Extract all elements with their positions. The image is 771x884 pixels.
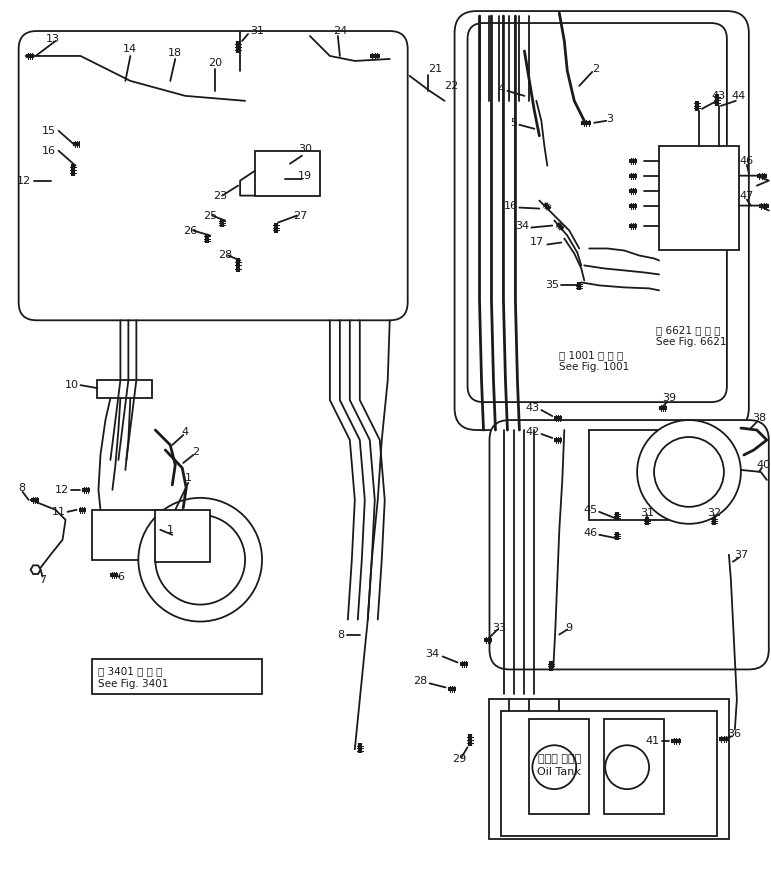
Text: 22: 22 <box>445 80 459 91</box>
Text: 23: 23 <box>213 191 227 201</box>
Text: See Fig. 6621: See Fig. 6621 <box>656 338 726 347</box>
Text: 27: 27 <box>293 210 307 221</box>
Text: 9: 9 <box>566 622 573 633</box>
Bar <box>255 150 320 195</box>
Text: 28: 28 <box>218 250 232 261</box>
Bar <box>93 510 172 560</box>
Bar <box>659 146 739 250</box>
Bar <box>93 659 262 694</box>
Text: 13: 13 <box>45 34 59 44</box>
Bar <box>604 720 664 814</box>
Text: 4: 4 <box>182 427 189 437</box>
Text: 44: 44 <box>732 91 746 101</box>
Text: 16: 16 <box>42 146 56 156</box>
Text: 6: 6 <box>117 572 124 582</box>
Text: 33: 33 <box>493 622 507 633</box>
Text: 39: 39 <box>662 393 676 403</box>
Text: 36: 36 <box>727 729 741 739</box>
Text: 21: 21 <box>428 64 442 74</box>
Text: オイル タンク: オイル タンク <box>537 754 581 764</box>
Circle shape <box>155 514 245 605</box>
Bar <box>501 712 717 836</box>
Text: 42: 42 <box>525 427 540 437</box>
Text: 45: 45 <box>583 505 598 514</box>
Circle shape <box>605 745 649 789</box>
Text: 25: 25 <box>203 210 217 221</box>
FancyBboxPatch shape <box>467 23 727 402</box>
Circle shape <box>654 437 724 507</box>
Text: 14: 14 <box>123 44 137 54</box>
Bar <box>490 699 729 839</box>
Text: 30: 30 <box>298 144 312 154</box>
Bar <box>589 430 689 520</box>
Text: 第 1001 図 参 照: 第 1001 図 参 照 <box>559 350 624 360</box>
Text: 28: 28 <box>413 676 428 686</box>
Text: 32: 32 <box>707 507 721 518</box>
Text: 12: 12 <box>16 176 31 186</box>
FancyBboxPatch shape <box>490 420 769 669</box>
Text: 37: 37 <box>734 550 748 560</box>
Text: 10: 10 <box>65 380 79 390</box>
Text: Oil Tank: Oil Tank <box>537 767 581 777</box>
Text: 18: 18 <box>168 48 182 58</box>
Text: 31: 31 <box>250 26 264 36</box>
Text: 17: 17 <box>530 238 544 248</box>
Text: 29: 29 <box>453 754 466 764</box>
Text: 4: 4 <box>497 84 504 94</box>
Text: 43: 43 <box>525 403 540 413</box>
FancyBboxPatch shape <box>19 31 408 320</box>
Text: 15: 15 <box>42 126 56 136</box>
Text: 7: 7 <box>39 575 46 584</box>
Text: 26: 26 <box>183 225 197 235</box>
Text: 43: 43 <box>712 91 726 101</box>
Text: See Fig. 3401: See Fig. 3401 <box>99 680 169 690</box>
Text: 3: 3 <box>606 114 613 124</box>
Polygon shape <box>31 566 41 574</box>
Text: 11: 11 <box>52 507 66 517</box>
Text: See Fig. 1001: See Fig. 1001 <box>559 362 630 372</box>
Text: 35: 35 <box>545 280 559 290</box>
Text: 24: 24 <box>333 26 347 36</box>
Bar <box>530 720 589 814</box>
Circle shape <box>533 745 576 789</box>
Text: 16: 16 <box>503 201 517 210</box>
FancyBboxPatch shape <box>455 11 749 430</box>
Text: 19: 19 <box>298 171 312 180</box>
Bar <box>97 380 153 398</box>
Text: 47: 47 <box>739 191 754 201</box>
Circle shape <box>138 498 262 621</box>
Text: 46: 46 <box>583 528 598 537</box>
Text: 8: 8 <box>19 483 25 493</box>
Text: 8: 8 <box>338 629 345 639</box>
Text: 34: 34 <box>426 650 439 659</box>
Text: 第 6621 図 参 照: 第 6621 図 参 照 <box>656 325 721 335</box>
Bar <box>155 510 210 561</box>
Text: 1: 1 <box>185 473 192 483</box>
Text: 40: 40 <box>757 460 771 470</box>
Text: 41: 41 <box>645 736 659 746</box>
Circle shape <box>637 420 741 524</box>
Text: 38: 38 <box>752 413 766 423</box>
Text: 31: 31 <box>640 507 654 518</box>
Text: 12: 12 <box>55 485 69 495</box>
Text: 34: 34 <box>515 220 530 231</box>
Text: 46: 46 <box>740 156 754 165</box>
Text: 2: 2 <box>192 447 199 457</box>
Text: 第 3401 図 参 照: 第 3401 図 参 照 <box>99 667 163 676</box>
Text: 20: 20 <box>208 58 222 68</box>
Text: 1: 1 <box>167 525 173 535</box>
Text: 5: 5 <box>510 118 517 128</box>
Text: 2: 2 <box>591 64 599 74</box>
